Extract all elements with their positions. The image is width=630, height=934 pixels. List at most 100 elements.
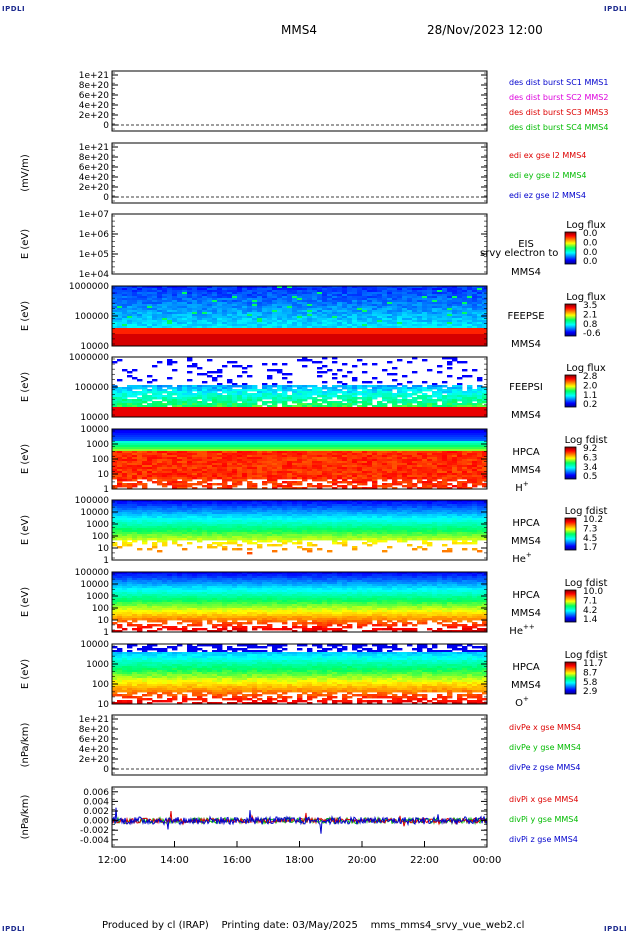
- footer: Produced by cl (IRAP) Printing date: 03/…: [102, 920, 524, 931]
- colorbar-tick-label: 1.1: [583, 391, 597, 401]
- instrument-label: EIS: [518, 239, 534, 250]
- y-axis-label: E (eV): [20, 301, 31, 331]
- instrument-label: HPCA: [512, 662, 540, 673]
- y-tick-label: 1e+21: [79, 143, 109, 153]
- y-tick-label: 1000: [86, 440, 109, 450]
- y-tick-label: 10000: [80, 580, 109, 590]
- y-tick-label: 0: [103, 193, 109, 203]
- colorbar: [564, 374, 577, 408]
- x-tick-label: 12:00: [98, 855, 127, 866]
- panel-hpca_o: 10000 1000 100 10 E (eV) HPCA MMS4 O+ Log fdist1…: [20, 640, 607, 710]
- colorbar-title: Log flux: [566, 220, 606, 231]
- legend-entry: divPe z gse MMS4: [509, 763, 580, 772]
- y-tick-label: 0.006: [83, 788, 109, 798]
- y-tick-label: 100: [92, 604, 109, 614]
- colorbar-tick-label: 3.4: [583, 463, 598, 473]
- species-label: He++: [509, 623, 535, 637]
- colorbar-tick-label: 1.4: [583, 615, 598, 625]
- colorbar-title: Log fdist: [565, 435, 608, 446]
- colorbar-tick-label: 10.0: [583, 587, 603, 597]
- y-tick-label: 4e+20: [79, 101, 110, 111]
- y-axis-label: E (eV): [20, 372, 31, 402]
- y-tick-label: 10000: [80, 508, 109, 518]
- legend-entry: edi ex gse l2 MMS4: [509, 151, 586, 160]
- panel-eis: 1e+07 1e+06 1e+05 1e+04 E (eV) EIS MMS4 srvy el…: [20, 210, 606, 280]
- panel-frame: [111, 213, 488, 275]
- colorbar-tick-label: 2.1: [583, 310, 597, 320]
- panel-frame: [111, 714, 488, 776]
- colorbar: [564, 589, 577, 623]
- y-tick-label: -0.002: [80, 826, 109, 836]
- y-tick-label: 8e+20: [79, 81, 110, 91]
- panel-frame: [111, 643, 488, 705]
- colorbar-title: Log fdist: [565, 578, 608, 589]
- x-tick-label: 00:00: [473, 855, 502, 866]
- panel-hpca_he: 100000 10000 1000 100 10 1 E (eV) HPCA MMS4 He+ Lo…: [20, 496, 607, 566]
- panel-frame: [111, 142, 488, 204]
- instrument-label: HPCA: [512, 518, 540, 529]
- y-axis-label: (nPa/km): [20, 795, 31, 840]
- y-tick-label: 2e+20: [79, 755, 110, 765]
- y-axis-label: (mV/m): [20, 154, 31, 192]
- panel-frame: [111, 499, 488, 561]
- spacecraft-label: MMS4: [511, 536, 541, 547]
- colorbar-tick-label: 0.0: [583, 229, 598, 239]
- y-tick-label: 100000: [75, 568, 110, 578]
- y-tick-label: 6e+20: [79, 735, 110, 745]
- y-tick-label: 100000: [75, 383, 110, 393]
- colorbar-tick-label: 5.8: [583, 678, 598, 688]
- colorbar-tick-label: 0.2: [583, 400, 597, 410]
- spacecraft-label: MMS4: [511, 608, 541, 619]
- y-tick-label: 10000: [80, 640, 109, 650]
- x-tick-label: 18:00: [285, 855, 314, 866]
- legend-entry: des dist burst SC1 MMS1: [509, 78, 608, 87]
- legend-entry: des dist burst SC4 MMS4: [509, 123, 608, 132]
- corner-mark-top-right: IPDLI: [604, 5, 628, 13]
- colorbar-tick-label: 4.2: [583, 606, 597, 616]
- y-axis-label: E (eV): [20, 587, 31, 617]
- y-tick-label: 1000: [86, 592, 109, 602]
- colorbar-tick-label: 3.5: [583, 301, 597, 311]
- corner-mark-top-left: IPDLI: [2, 5, 26, 13]
- footer-produced-by: Produced by cl (IRAP): [102, 920, 209, 931]
- footer-filename: mms_mms4_srvy_vue_web2.cl: [370, 920, 525, 931]
- y-tick-label: 1: [103, 485, 109, 495]
- y-tick-label: 0.004: [83, 797, 109, 807]
- panel-frame: [111, 70, 488, 132]
- y-tick-label: 8e+20: [79, 725, 110, 735]
- colorbar-title: Log flux: [566, 292, 606, 303]
- legend-entry: edi ez gse l2 MMS4: [509, 191, 586, 200]
- colorbar-tick-label: 10.2: [583, 515, 603, 525]
- spacecraft-label: MMS4: [511, 339, 541, 350]
- colorbar-tick-label: 2.8: [583, 372, 598, 382]
- colorbar-title: Log flux: [566, 363, 606, 374]
- y-tick-label: 100000: [75, 312, 110, 322]
- legend-entry: divPe y gse MMS4: [509, 743, 581, 752]
- corner-mark-bottom-right: IPDLI: [604, 925, 628, 933]
- y-tick-label: 100: [92, 455, 109, 465]
- legend-entry: edi ey gse l2 MMS4: [509, 171, 587, 180]
- species-label: H+: [515, 480, 529, 494]
- x-axis: 12:00 14:00 16:00 18:00 20:00 22:00 00:00: [98, 841, 502, 866]
- y-axis-label: E (eV): [20, 229, 31, 259]
- colorbar-title: Log fdist: [565, 650, 608, 661]
- y-axis-label: E (eV): [20, 515, 31, 545]
- colorbar: [564, 661, 577, 695]
- y-tick-label: 1e+06: [79, 230, 110, 240]
- y-tick-label: 100000: [75, 496, 110, 506]
- y-tick-label: 1000000: [69, 353, 109, 363]
- panel-hpca_hepp: 100000 10000 1000 100 10 1 E (eV) HPCA MMS4 He++ L…: [20, 568, 607, 638]
- datetime-title: 28/Nov/2023 12:00: [427, 23, 543, 37]
- y-tick-label: 1e+07: [79, 210, 109, 220]
- panel-background: [112, 71, 487, 131]
- colorbar-tick-label: 2.0: [583, 381, 598, 391]
- x-tick-label: 20:00: [348, 855, 377, 866]
- colorbar-tick-label: 9.2: [583, 444, 597, 454]
- spacecraft-label: MMS4: [511, 465, 541, 476]
- colorbar-title: Log fdist: [565, 506, 608, 517]
- panel-feepse: 1000000 100000 10000 E (eV) FEEPSE MMS4 Log fl…: [20, 282, 606, 352]
- overlay-text: srvy electron to: [480, 248, 558, 259]
